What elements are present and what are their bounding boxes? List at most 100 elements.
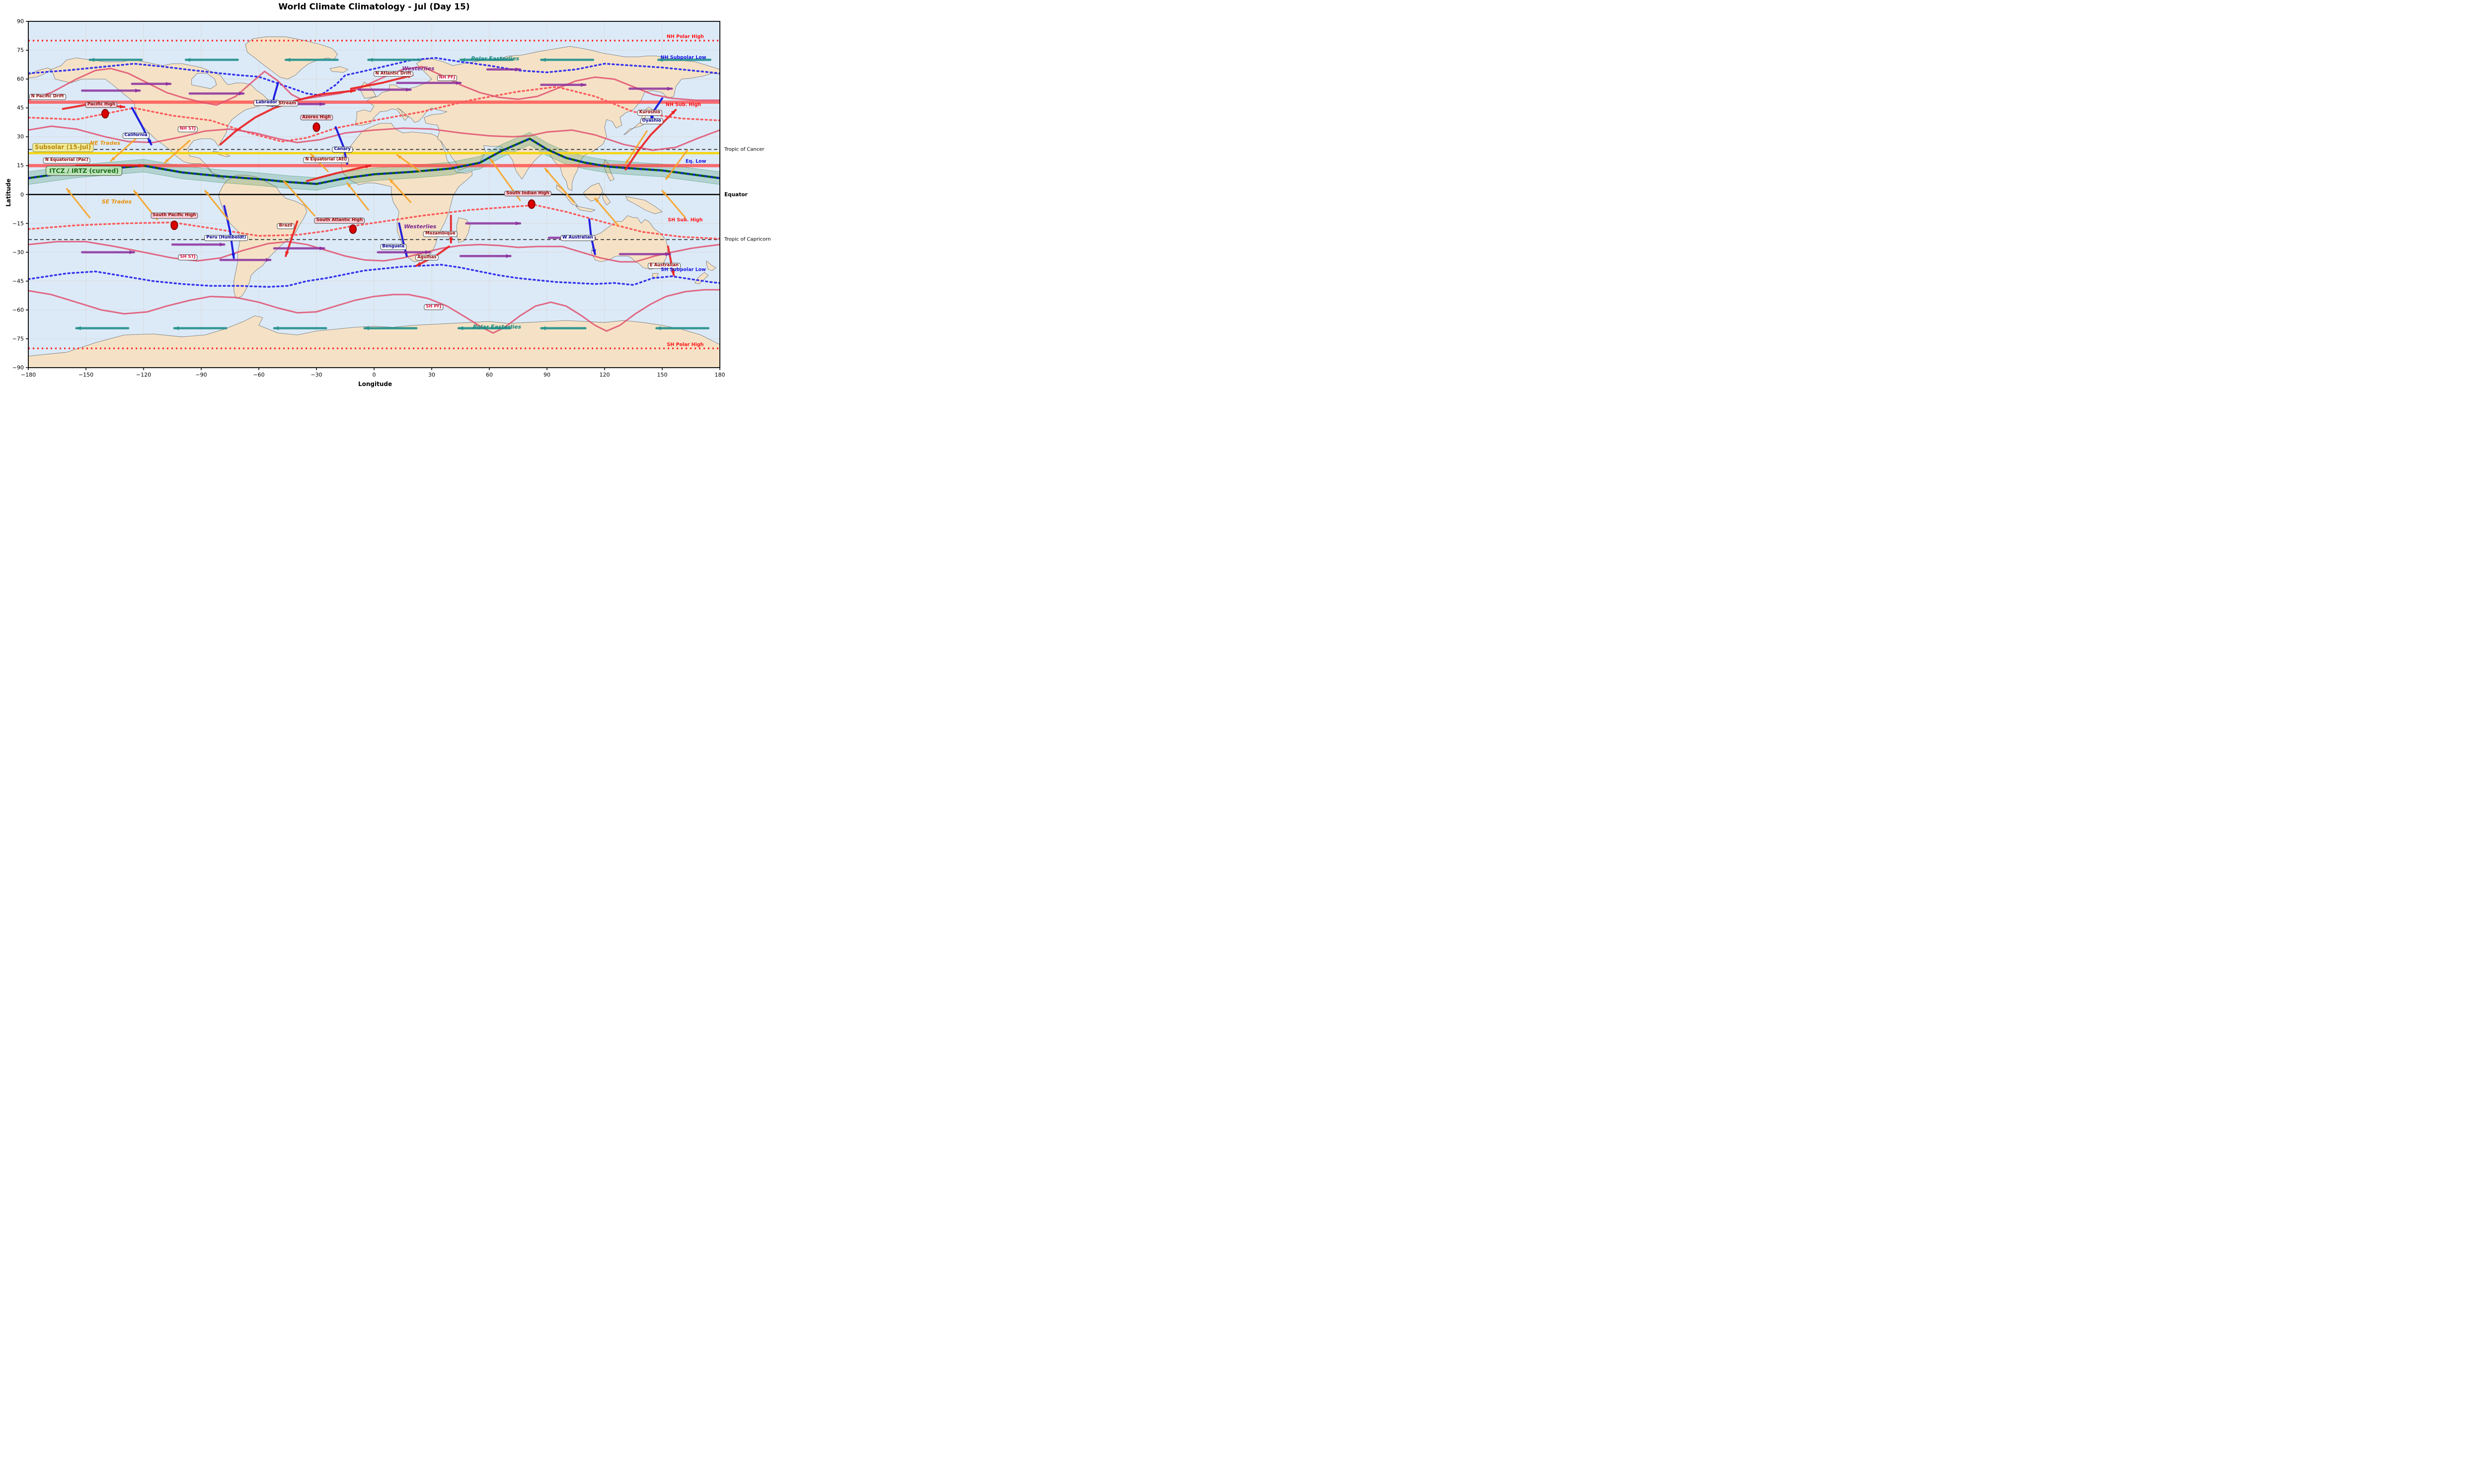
arrowhead: [319, 102, 324, 106]
label-pacific-high: Pacific High: [85, 102, 117, 108]
x-tick-90: 90: [543, 372, 550, 378]
sh-westerly-6: [459, 254, 512, 258]
nh-westerly-2: [131, 81, 172, 86]
nh-polar-easterly-6: [540, 58, 595, 62]
x-axis-label: Longitude: [358, 381, 392, 388]
y-tick-90: 90: [17, 18, 24, 25]
sh-subpolar-low-line: [28, 264, 720, 288]
nh-westerly-5: [357, 87, 412, 92]
nh-westerly-8: [540, 82, 587, 87]
nh-polar-easterly-2: [184, 58, 239, 62]
label-nh-polar-high: NH Polar High: [666, 34, 704, 40]
arrowhead: [147, 139, 152, 145]
mozambique-arrow: [449, 215, 453, 244]
arrowhead: [139, 163, 144, 168]
world-climate-map: [26, 21, 720, 370]
arrowhead: [662, 190, 667, 195]
azores-high-dot: [312, 122, 320, 132]
landmass-hudson-bay: [191, 73, 217, 89]
arrowhead: [220, 242, 225, 247]
nh-polar-easterly-4: [367, 58, 422, 62]
arrowhead: [541, 326, 546, 330]
arrowhead: [89, 58, 94, 62]
arrowhead: [449, 238, 453, 243]
se-trade-1: [66, 188, 91, 219]
arrowhead: [541, 58, 546, 62]
sh-westerly-4: [273, 246, 325, 250]
arrowhead: [459, 326, 464, 330]
y-axis-label: Latitude: [5, 178, 12, 207]
label-polar-easterlies-sh: Polar Easterlies: [472, 323, 522, 330]
label-nh-subpolar-low: NH Subpolar Low: [660, 55, 706, 61]
y-tick-−60: −60: [12, 307, 24, 313]
landmass-sulawesi: [602, 192, 611, 206]
arrowhead: [238, 91, 244, 96]
south-indian-high-dot: [528, 199, 536, 209]
south-atlantic-high-dot: [349, 224, 357, 234]
arrowhead: [581, 82, 586, 87]
arrowhead: [164, 158, 169, 163]
label-ne-trades: NE Trades: [89, 140, 121, 147]
arrowhead: [205, 190, 209, 195]
label-sh-sub-high: SH Sub. High: [668, 217, 703, 223]
label-n-equatorial-pac: N Equatorial (Pac): [43, 157, 90, 164]
sh-westerly-2: [171, 242, 226, 247]
x-tick-−180: −180: [20, 372, 36, 378]
landmass-greenland: [245, 36, 338, 79]
arrowhead: [671, 270, 675, 276]
label-westerlies-sh: Westerlies: [404, 223, 437, 230]
label-e-australian: E Australian: [647, 262, 681, 269]
se-trade-6: [346, 182, 369, 211]
sh-polar-easterly-2: [173, 326, 228, 330]
ne-trade-2: [163, 140, 191, 164]
nh-westerly-7: [486, 67, 522, 72]
arrowhead: [515, 67, 520, 72]
label-westerlies-nh: Westerlies: [402, 65, 435, 72]
sh-polar-easterly-5: [457, 326, 512, 330]
nh-polar-easterly-1: [88, 58, 143, 62]
label-n-pacific-drift: N Pacific Drift: [29, 94, 66, 100]
ne-trade-3: [624, 130, 648, 165]
n-equatorial-atl-arrow: [306, 164, 372, 182]
label-kuroshio: Kuroshio: [637, 110, 663, 116]
se-trade-8: [594, 197, 619, 227]
monsoon-1: [396, 154, 421, 172]
sh-polar-front-jet: [28, 289, 720, 334]
arrowhead: [365, 164, 371, 169]
n-equatorial-pac-arrow: [75, 163, 145, 168]
sh-polar-easterly-3: [273, 326, 327, 330]
y-tick-75: 75: [17, 47, 24, 54]
landmass-africa: [341, 123, 472, 262]
sh-polar-easterly-7: [655, 326, 710, 330]
arrowhead: [186, 58, 191, 62]
x-tick-180: 180: [714, 372, 725, 378]
nh-westerly-6: [396, 80, 462, 85]
label-tropic-of-capricorn: Tropic of Capricorn: [724, 236, 771, 242]
arrowhead: [656, 326, 661, 330]
label-sh-polar-high: SH Polar High: [667, 342, 704, 348]
arrowhead: [284, 181, 288, 185]
label-nh-sub-high: NH Sub. High: [665, 102, 701, 108]
arrowhead: [347, 183, 351, 187]
label-brazil: Brazil: [277, 223, 295, 230]
y-tick-−15: −15: [12, 220, 24, 227]
landmass-iceland: [329, 66, 349, 73]
y-tick-−45: −45: [12, 278, 24, 285]
arrowhead: [119, 104, 125, 109]
x-tick-−30: −30: [310, 372, 322, 378]
arrowhead: [515, 221, 520, 226]
brazil-arrow: [285, 220, 299, 257]
x-tick-0: 0: [372, 372, 376, 378]
y-tick-−30: −30: [12, 249, 24, 256]
kuroshio-arrow: [624, 109, 677, 171]
y-tick-45: 45: [17, 104, 24, 111]
label-peru-humboldt: Peru (Humboldt): [204, 235, 248, 241]
se-trade-7: [544, 167, 575, 203]
label-labrador: Labrador: [253, 100, 280, 106]
arrowhead: [389, 179, 394, 184]
arrowhead: [625, 159, 630, 164]
se-trade-4: [283, 180, 315, 217]
arrowhead: [286, 58, 291, 62]
arrowhead: [666, 174, 670, 179]
arrowhead: [368, 58, 373, 62]
